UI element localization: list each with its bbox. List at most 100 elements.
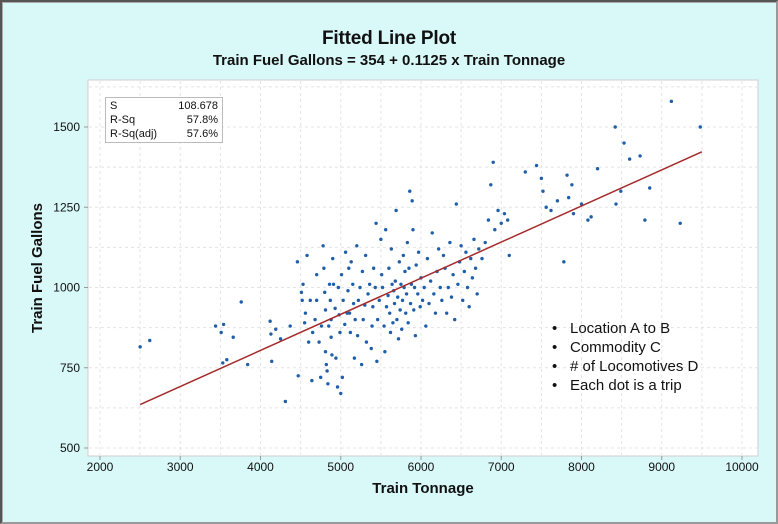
data-point <box>366 292 370 296</box>
data-point <box>418 305 422 309</box>
data-point <box>328 298 333 303</box>
data-point <box>408 189 412 193</box>
x-tick-label: 2000 <box>87 460 114 474</box>
data-point <box>392 301 397 306</box>
fit-line-group <box>139 151 703 406</box>
data-point <box>678 221 682 225</box>
y-tick-label: 750 <box>60 361 80 375</box>
data-point <box>404 311 408 315</box>
data-point <box>364 340 369 344</box>
data-point <box>698 125 702 129</box>
data-point <box>464 250 468 254</box>
data-point <box>502 211 507 216</box>
x-tick-label: 9000 <box>648 460 675 474</box>
data-point <box>274 327 278 331</box>
data-point <box>343 250 348 254</box>
data-point <box>343 322 347 327</box>
data-point <box>571 211 576 216</box>
data-point <box>404 292 409 296</box>
ticks: 2000 3000 4000 5000 6000 7000 8000 9000 10000 500… <box>53 120 759 474</box>
data-point <box>308 298 312 303</box>
data-point <box>371 266 376 270</box>
data-point <box>239 300 243 304</box>
data-point <box>454 202 459 206</box>
data-point <box>369 346 373 351</box>
data-point <box>341 298 345 303</box>
data-point <box>323 290 327 295</box>
data-point <box>331 282 336 286</box>
fit-line <box>139 151 703 406</box>
data-point <box>555 199 560 203</box>
data-point <box>453 317 457 322</box>
data-point <box>321 244 325 248</box>
data-point <box>422 285 426 290</box>
stats-box: S 108.678 R-Sq 57.8% R-Sq(adj) 57.6% <box>105 97 223 143</box>
data-point <box>313 317 317 322</box>
data-point <box>377 298 381 303</box>
data-point <box>314 298 319 303</box>
data-point <box>424 324 428 328</box>
data-point <box>329 335 333 339</box>
x-tick-label: 7000 <box>488 460 515 474</box>
data-point <box>283 399 288 404</box>
data-point <box>449 295 454 299</box>
data-point <box>566 195 571 200</box>
stat-label: S <box>110 100 118 112</box>
data-point <box>420 298 425 303</box>
data-point <box>499 221 503 225</box>
data-point <box>394 208 398 213</box>
data-point <box>403 269 407 274</box>
data-point <box>412 308 416 312</box>
data-point <box>413 333 418 338</box>
data-point <box>299 290 304 295</box>
annotation-item: Each dot is a trip <box>552 376 698 395</box>
data-point <box>306 340 311 344</box>
data-point <box>300 298 304 303</box>
data-point <box>347 311 352 315</box>
data-point <box>544 205 548 209</box>
data-point <box>339 272 344 277</box>
data-point <box>270 359 274 364</box>
data-point <box>319 324 324 328</box>
x-tick-label: 3000 <box>167 460 194 474</box>
data-point <box>296 374 300 378</box>
data-point <box>336 285 341 290</box>
data-point <box>349 260 353 264</box>
annotation-list: Location A to B Commodity C # of Locomot… <box>552 319 698 395</box>
data-point <box>338 330 342 335</box>
annotation-item: Location A to B <box>552 319 698 338</box>
data-point <box>358 285 362 290</box>
data-point <box>373 285 377 290</box>
data-point <box>505 218 510 222</box>
data-point <box>491 160 495 165</box>
y-tick-label: 500 <box>60 441 80 455</box>
data-point <box>335 385 340 389</box>
y-tick-label: 1250 <box>53 200 80 214</box>
data-point <box>462 269 467 274</box>
data-point <box>428 279 433 283</box>
data-point <box>627 157 632 161</box>
data-point <box>489 183 493 187</box>
data-point <box>245 362 250 367</box>
data-point <box>386 293 390 298</box>
annotation-item: Commodity C <box>552 338 698 357</box>
data-point <box>405 240 410 245</box>
data-point <box>303 311 308 315</box>
chart-subtitle: Train Fuel Gallons = 354 + 0.1125 x Trai… <box>212 52 566 69</box>
data-point <box>396 337 401 341</box>
data-point <box>473 266 478 270</box>
data-point <box>432 292 436 296</box>
data-point <box>310 330 315 335</box>
data-point <box>507 253 511 258</box>
data-point <box>589 215 593 219</box>
data-point <box>213 324 218 328</box>
data-point <box>451 272 455 277</box>
x-tick-label: 8000 <box>568 460 595 474</box>
data-point <box>433 311 438 315</box>
chart-title: Fitted Line Plot <box>321 28 456 49</box>
data-point <box>310 378 314 383</box>
data-point <box>348 330 353 335</box>
data-point <box>351 282 355 286</box>
data-point <box>438 285 442 290</box>
data-point <box>359 362 364 367</box>
